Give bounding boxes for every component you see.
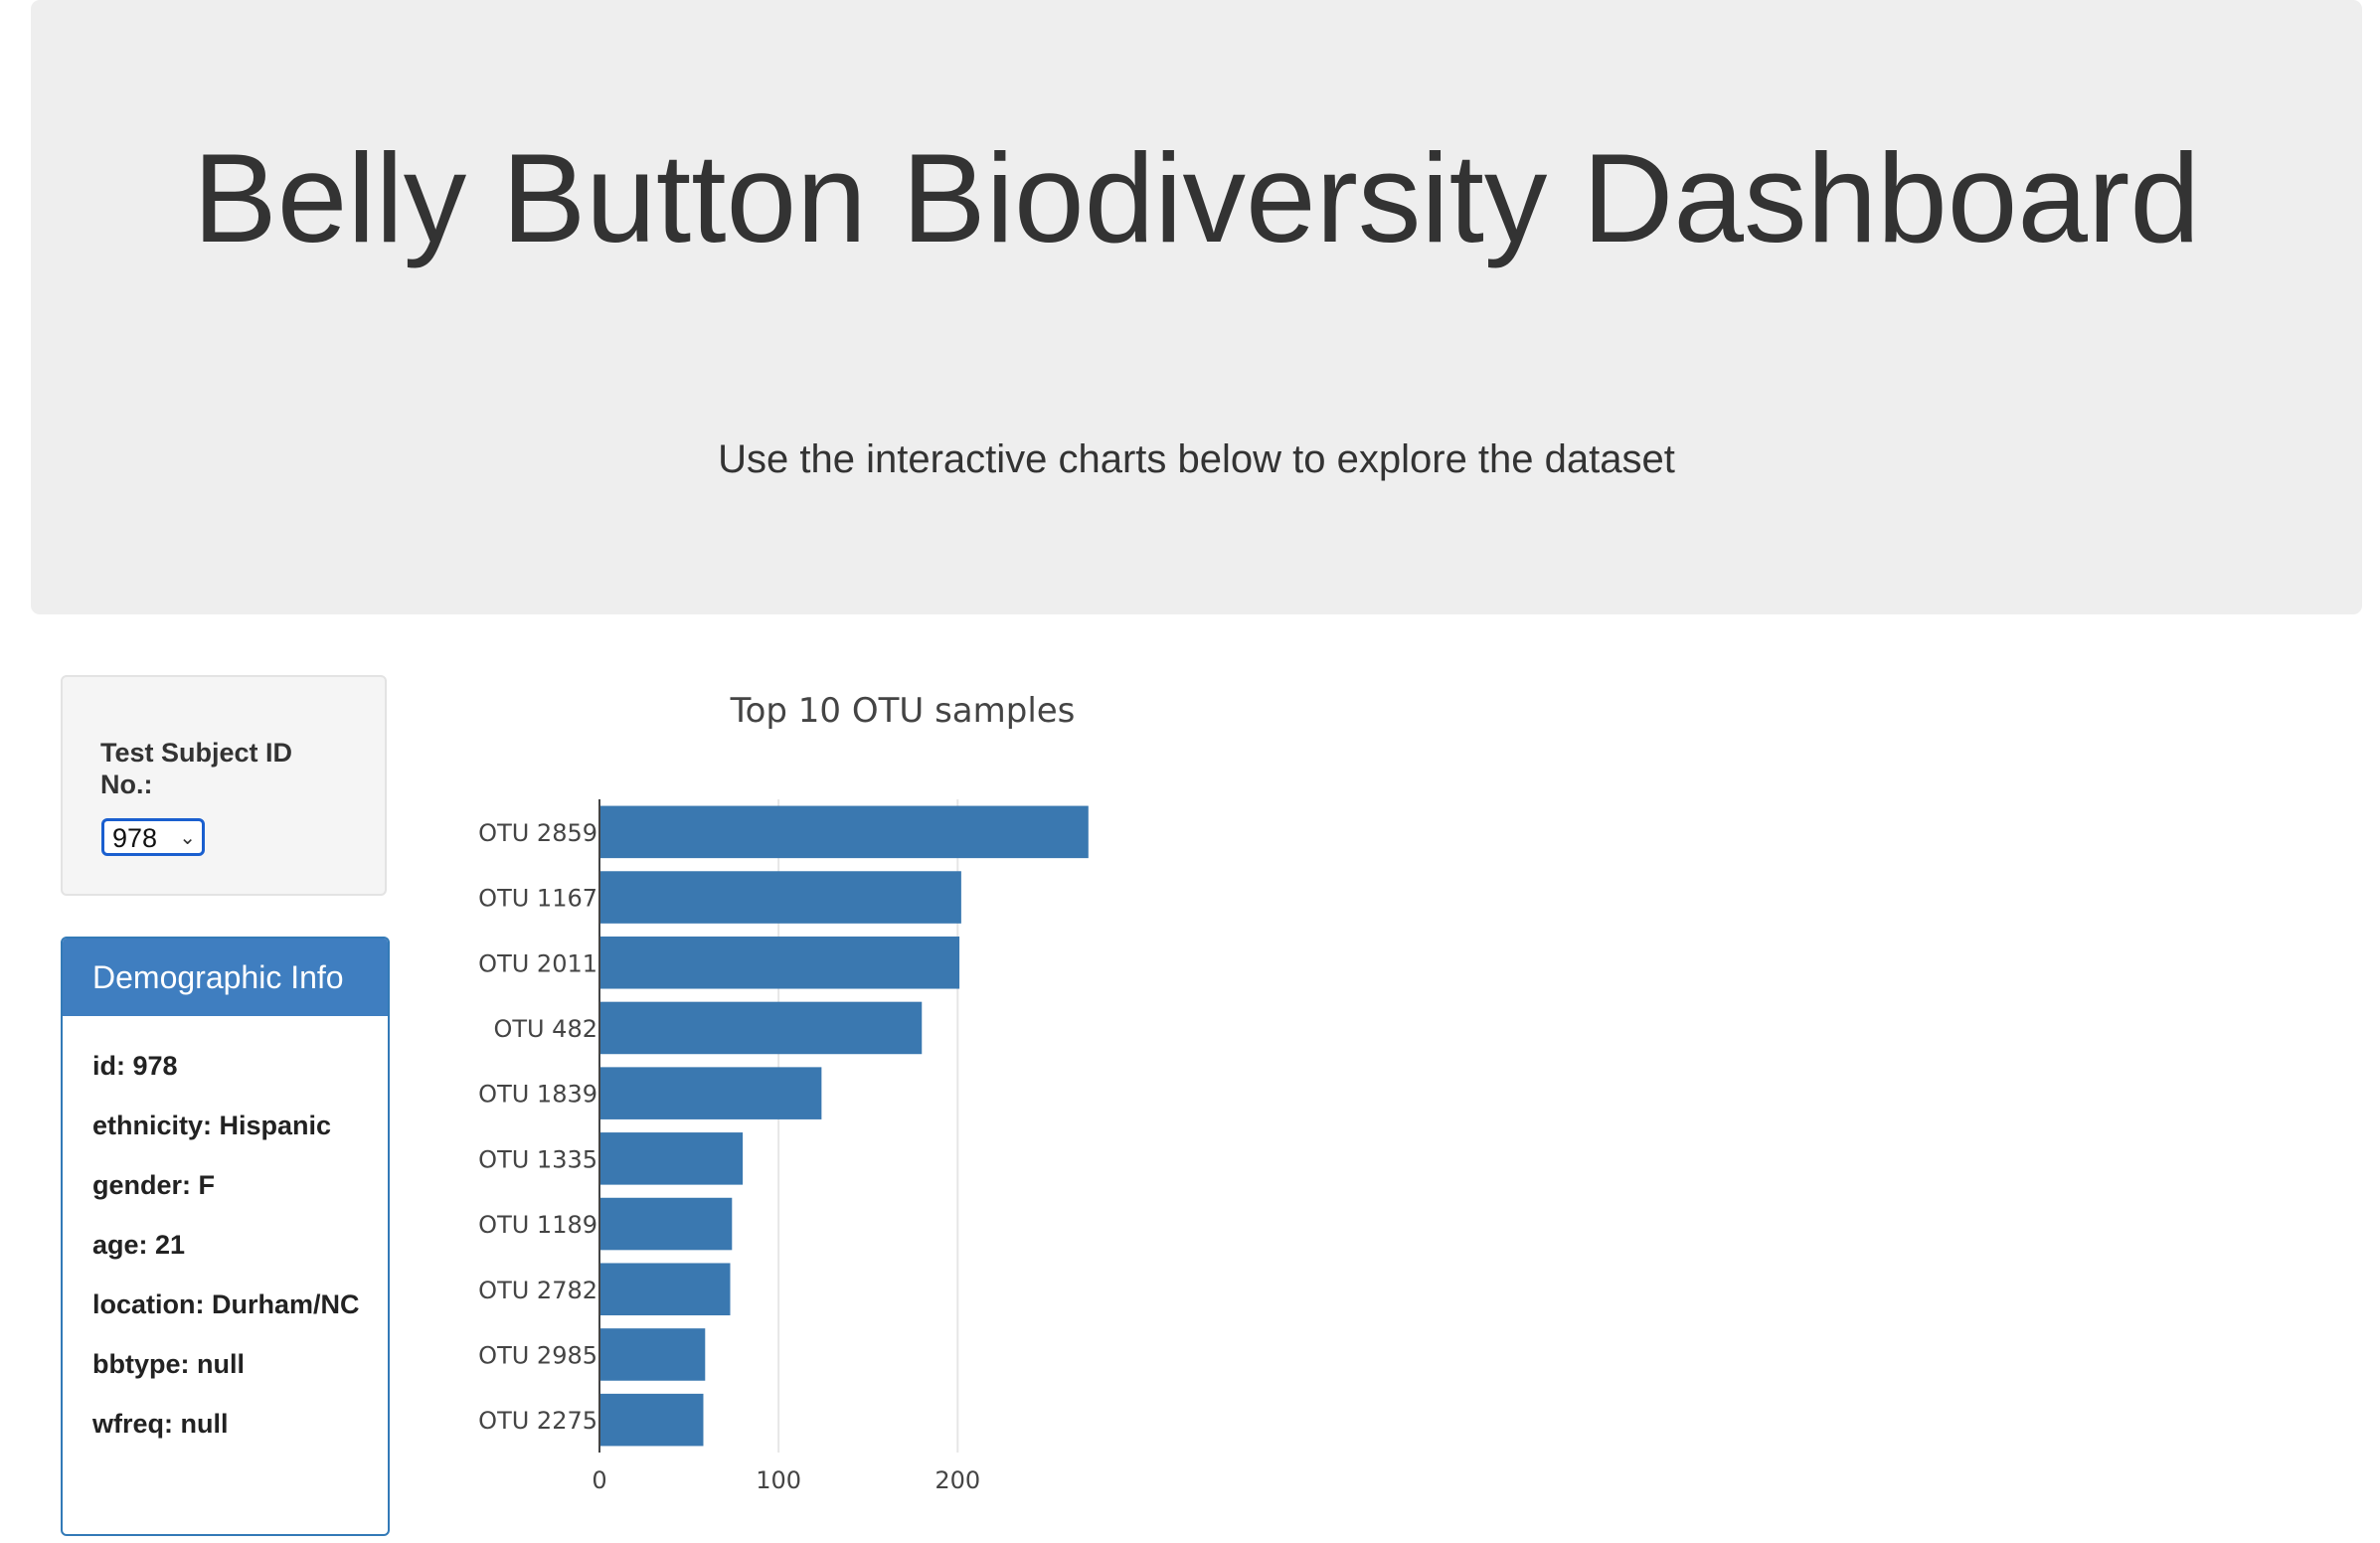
- y-tick-label: OTU 1189: [478, 1211, 597, 1239]
- page-subtitle: Use the interactive charts below to expl…: [718, 437, 1675, 481]
- bar: [599, 936, 960, 989]
- demographic-info-heading: Demographic Info: [63, 939, 388, 1016]
- demographic-row-wfreq: wfreq: null: [92, 1409, 229, 1439]
- y-tick-label: OTU 2011: [478, 949, 597, 977]
- bar-chart-svg: Top 10 OTU samples OTU 2859 OTU 1167 OTU 20…: [478, 691, 1089, 1494]
- demographic-row-ethnicity: ethnicity: Hispanic: [92, 1111, 332, 1140]
- x-tick-label: 200: [935, 1466, 980, 1491]
- y-tick-label: OTU 2275: [478, 1407, 597, 1435]
- page-title: Belly Button Biodiversity Dashboard: [193, 127, 2200, 268]
- y-tick-label: OTU 1335: [478, 1145, 597, 1173]
- bar: [599, 1067, 822, 1119]
- bar: [599, 1263, 731, 1316]
- bar: [599, 871, 961, 924]
- x-tick-label: 0: [592, 1466, 606, 1491]
- bar: [599, 1001, 923, 1055]
- chart-title: Top 10 OTU samples: [730, 691, 1076, 731]
- bar: [599, 1197, 733, 1251]
- demographic-row-bbtype: bbtype: null: [92, 1349, 245, 1379]
- header-jumbotron: Belly Button Biodiversity Dashboard Use …: [31, 0, 2362, 614]
- y-tick-label: OTU 1167: [478, 885, 597, 913]
- y-tick-label: OTU 482: [493, 1015, 597, 1043]
- y-tick-label: OTU 2985: [478, 1341, 597, 1369]
- demographic-row-gender: gender: F: [92, 1170, 216, 1200]
- y-tick-label: OTU 1839: [478, 1081, 597, 1109]
- demographic-row-location: location: Durham/NC: [92, 1289, 360, 1319]
- bar: [599, 1132, 744, 1185]
- subject-selector-panel: Test Subject ID No.: 978 ⌄: [61, 675, 387, 896]
- demographic-row-id: id: 978: [92, 1051, 178, 1081]
- bar: [599, 1328, 706, 1381]
- demographic-info-body: id: 978 ethnicity: Hispanic gender: F ag…: [92, 1046, 371, 1463]
- top-otu-bar-chart: Top 10 OTU samples OTU 2859 OTU 1167 OTU 20…: [427, 676, 1183, 1496]
- subject-id-value: 978: [112, 823, 158, 853]
- x-tick-label: 100: [756, 1466, 801, 1491]
- demographic-info-panel: Demographic Info id: 978 ethnicity: Hisp…: [61, 937, 390, 1536]
- subject-id-label: Test Subject ID No.:: [100, 738, 293, 799]
- subject-id-select[interactable]: 978 ⌄: [101, 818, 205, 856]
- demographic-row-age: age: 21: [92, 1230, 186, 1260]
- bar: [599, 1393, 704, 1447]
- y-tick-label: OTU 2859: [478, 819, 597, 847]
- chevron-down-icon: ⌄: [179, 827, 196, 849]
- bar: [599, 805, 1089, 859]
- y-tick-label: OTU 2782: [478, 1277, 597, 1304]
